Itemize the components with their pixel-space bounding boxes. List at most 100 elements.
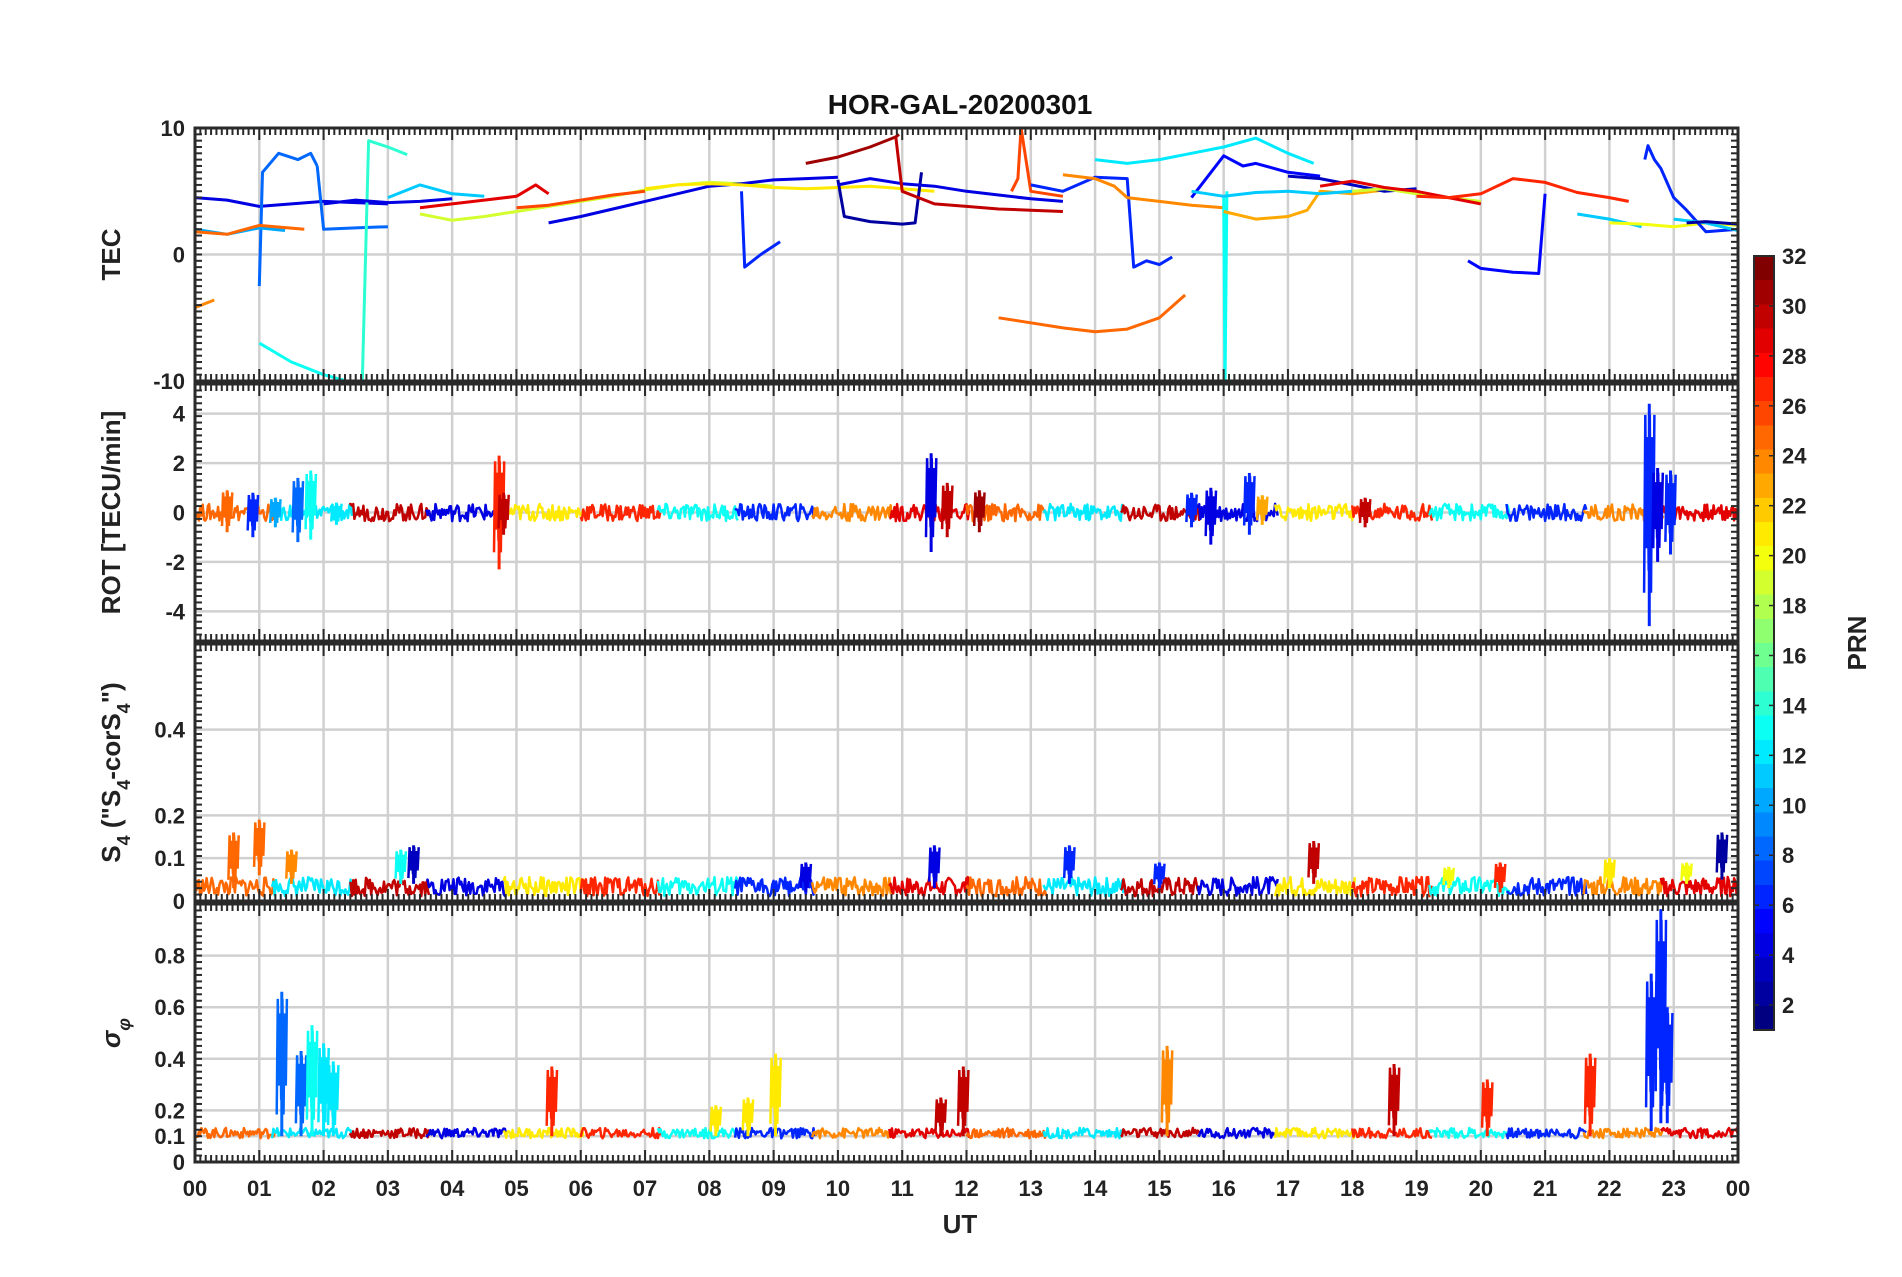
tec-series-0 [195, 196, 388, 208]
x-tick-14: 14 [1083, 1176, 1108, 1201]
rot-frame-ticks [194, 383, 1739, 642]
s4-y-tick-0: 0 [173, 889, 185, 914]
tec-series-15 [644, 182, 935, 193]
rot-noise-band [195, 502, 1738, 523]
x-tick-1: 01 [247, 1176, 271, 1201]
x-tick-15: 15 [1147, 1176, 1171, 1201]
colorbar-tick-15: 32 [1782, 244, 1806, 269]
colorbar-tick-4: 10 [1782, 793, 1806, 818]
x-tick-16: 16 [1211, 1176, 1235, 1201]
tec-y-tick-2: 10 [161, 116, 185, 141]
chart-title: HOR-GAL-20200301 [828, 89, 1093, 120]
sigma-y-axis-label: σφ [96, 1018, 134, 1048]
x-tick-19: 19 [1404, 1176, 1428, 1201]
tec-series-14 [740, 191, 781, 269]
s4-y-ticks: 0 0.1 0.2 0.4 [154, 718, 185, 914]
x-axis-label: UT [943, 1209, 978, 1239]
s4-frame-ticks [194, 643, 1739, 902]
x-tick-20: 20 [1469, 1176, 1493, 1201]
tec-series-12 [516, 189, 646, 210]
colorbar-tick-3: 8 [1782, 843, 1794, 868]
s4-y-tick-1: 0.1 [154, 846, 185, 871]
colorbar-tick-5: 12 [1782, 743, 1806, 768]
tec-series-16 [805, 133, 900, 165]
colorbar-tick-6: 14 [1782, 693, 1807, 718]
colorbar-tick-11: 24 [1782, 444, 1807, 469]
tec-series-33 [1467, 193, 1547, 275]
tec-series-1 [257, 151, 319, 287]
s4-data [195, 819, 1738, 898]
x-tick-22: 22 [1597, 1176, 1621, 1201]
tec-series-11 [419, 183, 550, 210]
tec-series-17 [836, 172, 923, 226]
x-tick-6: 06 [569, 1176, 593, 1201]
rot-y-axis-label: ROT [TECU/min] [96, 411, 126, 615]
tec-series-4 [360, 139, 408, 381]
tec-y-tick-1: 0 [173, 243, 185, 268]
rot-y-tick-2: 0 [173, 501, 185, 526]
sigma-grid [195, 904, 1738, 1164]
colorbar-tick-7: 16 [1782, 643, 1806, 668]
x-tick-21: 21 [1533, 1176, 1557, 1201]
colorbar-tick-12: 26 [1782, 394, 1806, 419]
x-tick-24: 00 [1726, 1176, 1750, 1201]
sigma-y-tick-1: 0.1 [154, 1124, 185, 1149]
tec-y-ticks: -10 0 10 [153, 116, 185, 394]
rot-y-tick-4: 4 [173, 402, 186, 427]
s4-y-tick-3: 0.4 [154, 718, 185, 743]
rot-y-tick-0: -4 [165, 599, 185, 624]
x-axis: 00 01 02 03 04 05 06 07 08 09 10 11 12 13 14 15 16 17 18 19… [183, 1176, 1750, 1201]
tec-series-13 [548, 175, 838, 225]
sigma-y-tick-5: 0.8 [154, 944, 185, 969]
colorbar-tick-2: 6 [1782, 893, 1794, 918]
rot-y-tick-1: -2 [165, 550, 185, 575]
x-tick-7: 07 [633, 1176, 657, 1201]
tec-series-27 [1190, 154, 1321, 199]
tec-series-25 [1222, 191, 1229, 381]
x-tick-2: 02 [311, 1176, 335, 1201]
panel-s4: 0 0.1 0.2 0.4 S4 ("S4-corS4") [96, 642, 1740, 914]
s4-y-axis-label: S4 ("S4-corS4") [96, 682, 134, 862]
tec-series-9 [323, 197, 453, 206]
sigma-y-tick-0: 0 [173, 1150, 185, 1175]
tec-series-6 [195, 298, 215, 309]
x-tick-5: 05 [504, 1176, 528, 1201]
tec-series-2 [315, 165, 388, 231]
colorbar-label: PRN [1842, 616, 1872, 671]
tec-data [195, 128, 1738, 381]
rot-y-tick-3: 2 [173, 451, 185, 476]
sigma-y-tick-3: 0.4 [154, 1047, 185, 1072]
x-tick-10: 10 [826, 1176, 850, 1201]
tec-series-31 [1319, 179, 1482, 206]
tec-frame-ticks [194, 127, 1739, 382]
panel-rot: -4 -2 0 2 4 ROT [TECU/min] [96, 382, 1740, 643]
colorbar-tick-9: 20 [1782, 544, 1806, 569]
colorbar-gradient [1753, 255, 1775, 1031]
colorbar-tick-14: 30 [1782, 294, 1806, 319]
tec-y-axis-label: TEC [96, 228, 126, 280]
panel-tec: -10 0 10 TEC [96, 116, 1740, 394]
colorbar-tick-13: 28 [1782, 344, 1806, 369]
rot-y-ticks: -4 -2 0 2 4 [165, 402, 185, 625]
tec-series-20 [1010, 128, 1064, 198]
tec-series-19 [894, 136, 1063, 213]
tec-series-8 [387, 183, 485, 199]
tec-series-24 [1094, 136, 1315, 165]
panel-sigma: 00.10.2 0.4 0.6 0.8 σφ [96, 902, 1740, 1175]
tec-grid [195, 126, 1738, 383]
x-tick-0: 00 [183, 1176, 207, 1201]
sigma-y-tick-4: 0.6 [154, 995, 185, 1020]
tec-series-28 [1191, 189, 1353, 198]
colorbar-tick-10: 22 [1782, 494, 1806, 519]
tec-series-32 [1416, 177, 1629, 203]
x-tick-13: 13 [1019, 1176, 1043, 1201]
tec-series-26 [1223, 188, 1385, 221]
x-tick-4: 04 [440, 1176, 465, 1201]
x-tick-3: 03 [376, 1176, 400, 1201]
rot-grid [195, 384, 1738, 641]
sigma-frame-ticks [194, 903, 1739, 1163]
tec-series-23 [1062, 173, 1224, 210]
